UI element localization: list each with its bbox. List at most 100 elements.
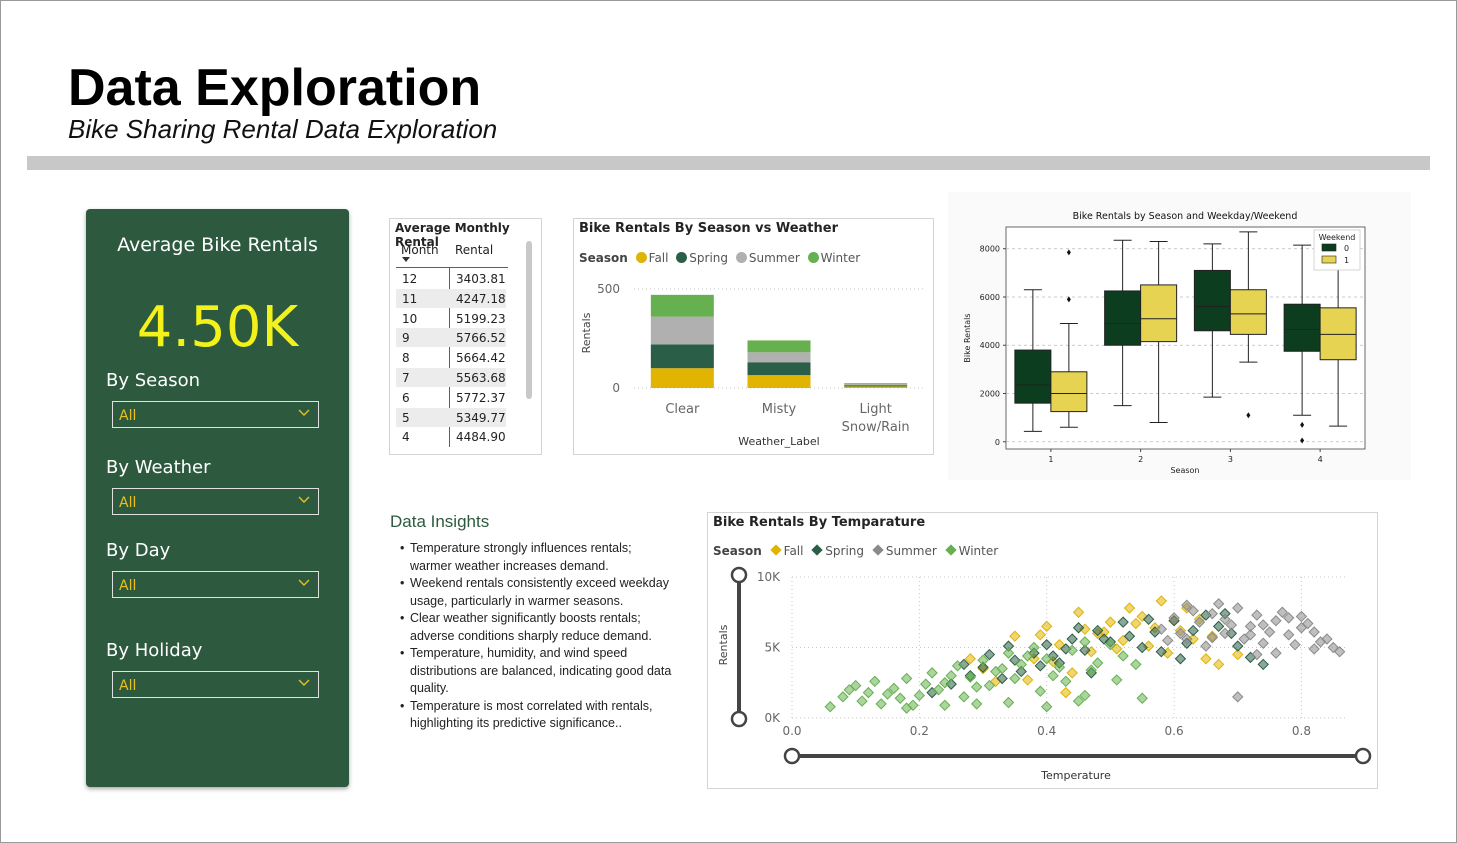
bar-segment-summer — [747, 352, 811, 363]
scatter-point-fall — [1066, 667, 1078, 679]
legend-item-summer[interactable]: Summer — [735, 251, 800, 265]
chevron-down-icon — [298, 679, 310, 686]
scatter-point-spring — [1098, 633, 1110, 645]
scatter-point-winter — [900, 702, 913, 714]
legend-item-summer[interactable]: Summer — [872, 544, 937, 558]
y-tick-label: 4000 — [980, 341, 1000, 350]
scatter-point-summer — [1270, 647, 1282, 659]
rental-cell: 5772.37 — [456, 390, 506, 405]
scatter-point-winter — [837, 691, 849, 703]
x-tick-label: 0.8 — [1292, 724, 1311, 738]
scatter-point-summer — [1289, 638, 1301, 651]
y-axis-label: Rentals — [717, 624, 730, 665]
month-cell: 6 — [402, 390, 410, 405]
scatter-point-spring — [1232, 640, 1244, 652]
insights-list: Temperature strongly influences rentals;… — [400, 540, 675, 733]
scatter-point-summer — [1181, 599, 1193, 611]
temperature-scatter-chart: Bike Rentals By Temparature Season Fall … — [707, 512, 1378, 789]
bar-segment-fall — [650, 368, 714, 388]
legend-title: Season — [713, 544, 762, 558]
table-row: 11 4247.18 — [396, 288, 506, 308]
scatter-point-summer — [1270, 615, 1282, 627]
scatter-point-winter — [862, 686, 875, 699]
legend-item-spring[interactable]: Spring — [811, 544, 864, 558]
x-tick-label: 1 — [1048, 455, 1053, 464]
season-filter-label: By Season — [106, 370, 201, 391]
table-row: 4 4484.90 — [396, 427, 506, 446]
season-filter-value: All — [119, 408, 137, 424]
legend-item-winter[interactable]: Winter — [944, 544, 998, 558]
scatter-point-spring — [1187, 624, 1199, 637]
legend-item-fall[interactable]: Fall — [635, 251, 668, 265]
rental-cell: 5199.23 — [456, 311, 506, 326]
weather-filter-label: By Weather — [106, 457, 211, 478]
outlier-point — [1300, 437, 1305, 444]
scatter-point-winter — [1002, 696, 1015, 709]
weather-filter-dropdown[interactable]: All — [112, 488, 319, 515]
table-row: 8 5664.42 — [396, 348, 506, 367]
scatter-point-summer — [1187, 605, 1199, 617]
scatter-point-spring — [1072, 622, 1085, 634]
day-filter-label: By Day — [106, 540, 171, 561]
bar-segment-fall — [747, 375, 811, 388]
x-tick-label: Clear — [665, 402, 700, 417]
scatter-point-winter — [900, 672, 913, 685]
scatter-point-winter — [1002, 647, 1015, 659]
day-filter-value: All — [119, 578, 137, 594]
x-tick-label: 4 — [1318, 455, 1323, 464]
column-header-month[interactable]: Month — [401, 243, 439, 257]
bar-segment-spring — [844, 385, 908, 387]
scatter-point-fall — [1009, 630, 1021, 642]
month-cell: 5 — [402, 410, 410, 425]
y-tick-label: 500 — [597, 282, 620, 296]
y-axis-label: Bike Rentals — [963, 313, 972, 362]
legend-item-winter[interactable]: Winter — [807, 251, 860, 265]
season-weekend-boxplot: Bike Rentals by Season and Weekday/Weeke… — [963, 211, 1366, 475]
scatter-point-winter — [1104, 638, 1117, 651]
scatter-point-winter — [932, 684, 945, 696]
scatter-point-winter — [1130, 658, 1142, 671]
scatter-point-fall — [1155, 595, 1168, 607]
holiday-filter-dropdown[interactable]: All — [112, 671, 319, 698]
bar-segment-winter — [747, 340, 811, 353]
x-range-slider-handle-right — [1354, 747, 1372, 765]
scatter-point-winter — [843, 684, 856, 696]
column-header-rental[interactable]: Rental — [455, 243, 494, 257]
scatter-point-winter — [939, 699, 951, 712]
rental-cell: 4484.90 — [456, 430, 506, 445]
rental-cell: 4247.18 — [456, 291, 506, 306]
x-tick-label: 2 — [1138, 455, 1143, 464]
scatter-point-spring — [977, 661, 989, 673]
month-cell: 7 — [402, 371, 410, 385]
rental-cell: 5766.52 — [456, 331, 506, 346]
x-axis-label: Temperature — [1040, 769, 1111, 782]
scatter-point-winter — [958, 691, 970, 703]
sort-descending-icon[interactable] — [402, 257, 412, 263]
scatter-point-winter — [824, 701, 836, 713]
x-tick-label: Misty — [762, 402, 797, 417]
scatter-point-summer — [1200, 640, 1212, 652]
bar-segment-summer — [844, 384, 908, 386]
bar-segment-winter — [844, 383, 908, 385]
scatter-point-winter — [1028, 641, 1040, 654]
x-tick-label: Snow/Rain — [842, 420, 910, 435]
scatter-point-winter — [1079, 689, 1091, 702]
scatter-point-summer — [1161, 634, 1174, 647]
list-item: Weekend rentals consistently exceed week… — [400, 575, 675, 610]
scatter-point-fall — [1212, 658, 1225, 671]
scatter-point-winter — [869, 675, 881, 688]
table-scrollbar[interactable] — [526, 241, 532, 399]
scatter-point-summer — [1327, 641, 1339, 654]
scatter-point-winter — [1117, 650, 1129, 662]
scatter-point-winter — [1085, 664, 1097, 676]
legend-item-spring[interactable]: Spring — [676, 251, 728, 265]
day-filter-dropdown[interactable]: All — [112, 571, 319, 598]
legend-item-fall[interactable]: Fall — [769, 544, 803, 558]
season-filter-dropdown[interactable]: All — [112, 401, 319, 428]
scatter-point-winter — [920, 678, 932, 690]
scatter-point-winter — [951, 660, 964, 672]
box-weekend-0 — [1283, 303, 1321, 352]
legend-box — [1313, 229, 1361, 271]
scatter-point-summer — [1219, 627, 1231, 640]
legend-title: Weekend — [1319, 233, 1356, 242]
